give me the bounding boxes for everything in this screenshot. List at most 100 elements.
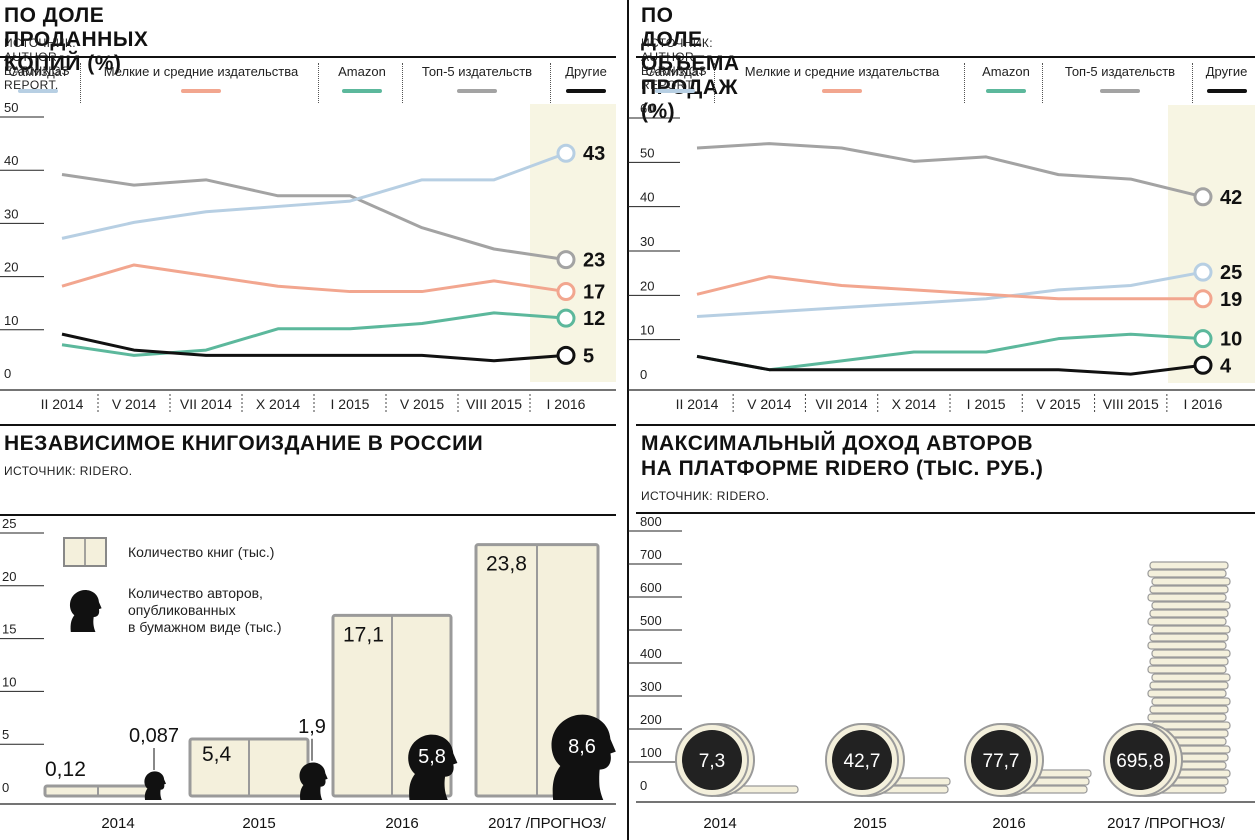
- y-tick-label: 300: [640, 679, 662, 694]
- end-value-label: 17: [583, 282, 605, 304]
- end-point: [1193, 289, 1213, 309]
- coin-stack-layer: [1151, 577, 1231, 586]
- x-tick-label: I 2015: [967, 396, 1006, 412]
- legend-item: Другие: [1198, 63, 1255, 103]
- legend-item: Топ-5 издательств: [1048, 63, 1192, 103]
- y-tick-label: 5: [2, 727, 9, 742]
- series-line: [61, 173, 567, 262]
- x-tick-label: 2017 /ПРОГНОЗ/: [1107, 815, 1226, 832]
- legend-swatch: [1100, 89, 1140, 93]
- divider: [627, 424, 629, 840]
- end-value-label: 5: [583, 345, 594, 367]
- coin-stack-layer: [1149, 609, 1229, 618]
- x-tick-label: 2017 /ПРОГНОЗ/: [488, 815, 607, 832]
- coin-stack-layer: [1147, 593, 1227, 602]
- legend-separator: [1192, 63, 1194, 103]
- coin-center: [971, 730, 1031, 790]
- end-point: [556, 308, 576, 328]
- coin-value-label: 695,8: [1116, 751, 1164, 772]
- legend-label: Количество авторов,: [128, 585, 263, 601]
- x-tick-label: V 2015: [1036, 396, 1081, 412]
- y-tick-label: 700: [640, 547, 662, 562]
- coin-value-label: 42,7: [844, 751, 881, 772]
- y-tick-label: 600: [640, 580, 662, 595]
- legend-label: Другие: [1205, 64, 1248, 79]
- legend-label: Мелкие и средние издательства: [744, 64, 940, 79]
- y-tick-label: 500: [640, 613, 662, 628]
- coin-value-label: 7,3: [699, 751, 725, 772]
- y-tick-label: 0: [640, 778, 647, 793]
- author-head-icon: [408, 734, 458, 800]
- coin-center: [832, 730, 892, 790]
- book-value-label: 17,1: [343, 623, 384, 646]
- chart-title: НЕЗАВИСИМОЕ КНИГОИЗДАНИЕ В РОССИИ: [4, 432, 484, 455]
- legend-swatch: [655, 89, 695, 93]
- coin-stack-layer: [1147, 641, 1227, 650]
- series-line: [61, 311, 567, 357]
- coin-stack-layer: [1149, 633, 1229, 642]
- x-tick-label: I 2016: [1184, 396, 1223, 412]
- y-tick-label: 50: [4, 100, 18, 115]
- book-value-label: 5,4: [202, 743, 232, 766]
- author-value-label: 8,6: [568, 736, 596, 758]
- author-head-icon: [299, 762, 328, 800]
- divider: [636, 56, 1255, 58]
- y-tick-label: 0: [4, 366, 11, 381]
- chart-title-line2: НА ПЛАТФОРМЕ RIDERO (ТЫС. РУБ.): [641, 457, 1044, 480]
- author-value-label: 0,087: [129, 725, 179, 747]
- legend-item: Мелкие и средние издательства: [86, 63, 316, 103]
- chart-title-line1: МАКСИМАЛЬНЫЙ ДОХОД АВТОРОВ: [641, 432, 1034, 455]
- author-head-icon: [144, 771, 166, 800]
- legend-label: Мелкие и средние издательства: [103, 64, 299, 79]
- y-tick-label: 400: [640, 646, 662, 661]
- y-tick-label: 10: [640, 323, 654, 338]
- legend-label: Топ-5 издательств: [421, 64, 533, 79]
- y-tick-label: 25: [2, 516, 16, 531]
- y-tick-label: 10: [4, 313, 18, 328]
- coin-stack-layer: [1151, 625, 1231, 634]
- coin-stack-layer: [1149, 561, 1229, 570]
- coin-stack-layer: [1147, 713, 1227, 722]
- legend-item: Самиздат: [636, 63, 714, 103]
- coin-center: [1110, 730, 1170, 790]
- x-tick-label: V 2014: [747, 396, 792, 412]
- divider: [0, 56, 616, 58]
- y-tick-label: 20: [4, 260, 18, 275]
- legend-label: Самиздат: [645, 64, 705, 79]
- end-value-label: 23: [583, 250, 605, 272]
- x-tick-label: VII 2014: [180, 396, 232, 412]
- y-tick-label: 40: [4, 153, 18, 168]
- legend-separator: [402, 63, 404, 103]
- coin-stack-layer: [1149, 705, 1229, 714]
- x-tick-label: I 2016: [547, 396, 586, 412]
- legend-item: Amazon: [970, 63, 1042, 103]
- end-point: [1193, 355, 1213, 375]
- legend-separator: [318, 63, 320, 103]
- y-tick-label: 30: [4, 206, 18, 221]
- y-tick-label: 100: [640, 745, 662, 760]
- coin-stack-layer: [1149, 585, 1229, 594]
- author-value-label: 1,9: [298, 716, 326, 738]
- end-value-label: 25: [1220, 262, 1242, 284]
- y-tick-label: 0: [640, 367, 647, 382]
- end-value-label: 42: [1220, 187, 1242, 209]
- x-tick-label: X 2014: [256, 396, 301, 412]
- legend: Самиздат Мелкие и средние издательства Ama…: [0, 63, 616, 103]
- legend-swatch: [986, 89, 1026, 93]
- chart-source: ИСТОЧНИК: RIDERO.: [4, 464, 133, 478]
- coin-stack-layer: [1147, 689, 1227, 698]
- series-line: [696, 332, 1204, 372]
- legend-separator: [1042, 63, 1044, 103]
- coin-chart: 0 100 200 300 400 500 600 700 800 7,3 2014 42,7 2015…: [628, 514, 1255, 832]
- end-value-label: 19: [1220, 289, 1242, 311]
- book-value-label: 0,12: [45, 758, 86, 781]
- divider: [636, 512, 1255, 514]
- coin-center: [682, 730, 742, 790]
- y-tick-label: 40: [640, 190, 654, 205]
- coin-value-label: 77,7: [983, 751, 1020, 772]
- legend-swatch: [181, 89, 221, 93]
- end-value-label: 12: [583, 308, 605, 330]
- series-line: [696, 142, 1204, 199]
- author-head-icon: [551, 714, 616, 800]
- x-tick-label: V 2014: [112, 396, 157, 412]
